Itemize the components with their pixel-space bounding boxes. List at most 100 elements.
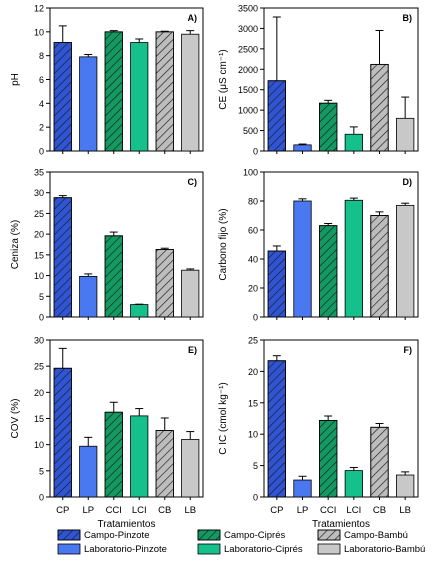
y-tick-label: 12 [34,4,44,14]
y-tick-label: 0 [253,147,258,157]
bar-lci [344,133,363,152]
legend-item-2: Campo-Ciprés [197,529,285,541]
bar-hatch-cci [104,31,123,152]
bar-lci [130,42,149,152]
x-tick-label: CP [270,505,283,516]
bar-lci [130,415,149,498]
y-tick-label: 1500 [238,85,258,95]
y-tick-label: 25 [248,336,258,346]
legend-swatch-hatch [57,529,81,541]
x-tick-label: LCI [132,505,147,516]
legend: Campo-Pinzote Campo-Ciprés Campo-Bambú Labo… [57,529,425,555]
bar-lci [344,470,363,498]
bar-lp [79,56,98,152]
y-tick-label: 0 [39,313,44,323]
y-axis-label: Carbono fijo (%) [218,208,229,280]
y-axis-label: CE (μS cm⁻¹) [218,49,229,109]
x-tick-label: LB [399,505,411,516]
legend-item-3: Campo-Bambú [317,529,408,541]
panel-label: D) [403,177,413,187]
bar-lb [396,474,415,498]
y-tick-label: 6 [39,75,44,85]
bar-lp [293,144,312,152]
legend-swatch [57,543,81,555]
plot-frame [49,171,204,318]
y-tick-label: 0 [39,147,44,157]
y-tick-label: 80 [248,197,258,207]
y-tick-label: 4 [39,99,44,109]
legend-item-4: Laboratorio-Pinzote [57,543,167,555]
bar-lb [181,33,200,152]
bar-lp [293,479,312,498]
legend-label: Laboratorio-Pinzote [84,544,167,555]
y-tick-label: 30 [34,336,44,346]
panel-label: C) [188,177,198,187]
y-tick-label: 2 [39,123,44,133]
legend-label: Laboratorio-Bambú [344,544,425,555]
plot-frame [49,7,204,152]
y-tick-label: 35 [34,168,44,178]
panels: 024681012pHA)050010001500200025003000350… [10,4,419,530]
bar-hatch-cp [267,250,286,318]
y-axis-label: Ceniza (%) [10,220,21,269]
bar-lb [396,204,415,318]
y-axis-label: C IC (cmol kg⁻¹) [218,382,229,455]
bar-lp [79,275,98,318]
y-tick-label: 15 [248,398,258,408]
legend-label: Campo-Pinzote [84,530,149,541]
y-tick-label: 0 [253,493,258,503]
panel-f: 0 5 10 15 20 25 C IC (cmol kg⁻¹) F) CP LP CCI LCI CB… [218,336,419,530]
panel-d: 0 20 40 60 80 100 Carbono fijo (%) D) [218,168,419,323]
panel-b: 0 500 1000 1500 2000 2500 3000 3500 CE (μS cm⁻¹)… [218,4,419,157]
y-tick-label: 20 [248,367,258,377]
legend-label: Campo-Ciprés [224,530,285,541]
bar-hatch-cb [155,430,174,498]
x-tick-label: LP [82,505,94,516]
panel-e: 0 5 10 15 20 25 30 COV (%) E) CP LP CCI LCI CB LB Trata… [10,336,204,530]
x-tick-label: LP [297,505,309,516]
bar-hatch-cp [267,360,286,498]
y-tick-label: 25 [34,209,44,219]
y-tick-label: 0 [253,313,258,323]
y-tick-label: 5 [39,292,44,302]
y-tick-label: 8 [39,51,44,61]
bar-hatch-cp [53,197,72,318]
bar-lp [79,445,98,498]
x-tick-label: LCI [346,505,361,516]
bar-lci [130,304,149,318]
legend-label: Campo-Bambú [344,530,408,541]
bar-hatch-cp [53,42,72,152]
panel-c: 0 5 10 15 20 25 30 35 Ceniza (%) C) [10,168,204,323]
y-tick-label: 2500 [238,44,258,54]
y-tick-label: 60 [248,226,258,236]
y-tick-label: 15 [34,414,44,424]
y-tick-label: 10 [248,430,258,440]
bar-lb [181,439,200,498]
y-tick-label: 10 [34,440,44,450]
y-tick-label: 15 [34,250,44,260]
y-tick-label: 20 [34,388,44,398]
bar-hatch-cp [53,367,72,498]
x-tick-label: CP [56,505,69,516]
y-tick-label: 2000 [238,65,258,75]
x-tick-label: LB [184,505,196,516]
y-tick-label: 10 [34,271,44,281]
y-tick-label: 3000 [238,24,258,34]
y-axis-label: COV (%) [10,399,21,439]
bar-hatch-cb [370,215,389,318]
panel-label: F) [404,345,413,355]
x-axis-label: Tratamientos [312,519,370,530]
panel-label: E) [188,345,197,355]
plot-frame [49,339,204,498]
y-tick-label: 5 [253,461,258,471]
bar-hatch-cci [104,235,123,318]
y-tick-label: 20 [248,284,258,294]
bar-lp [293,200,312,318]
legend-swatch-hatch [197,529,221,541]
plot-frame [263,339,419,498]
bar-hatch-cci [319,225,338,318]
plot-frame [263,171,419,318]
y-tick-label: 30 [34,188,44,198]
y-tick-label: 5 [39,466,44,476]
bar-hatch-cci [319,419,338,498]
